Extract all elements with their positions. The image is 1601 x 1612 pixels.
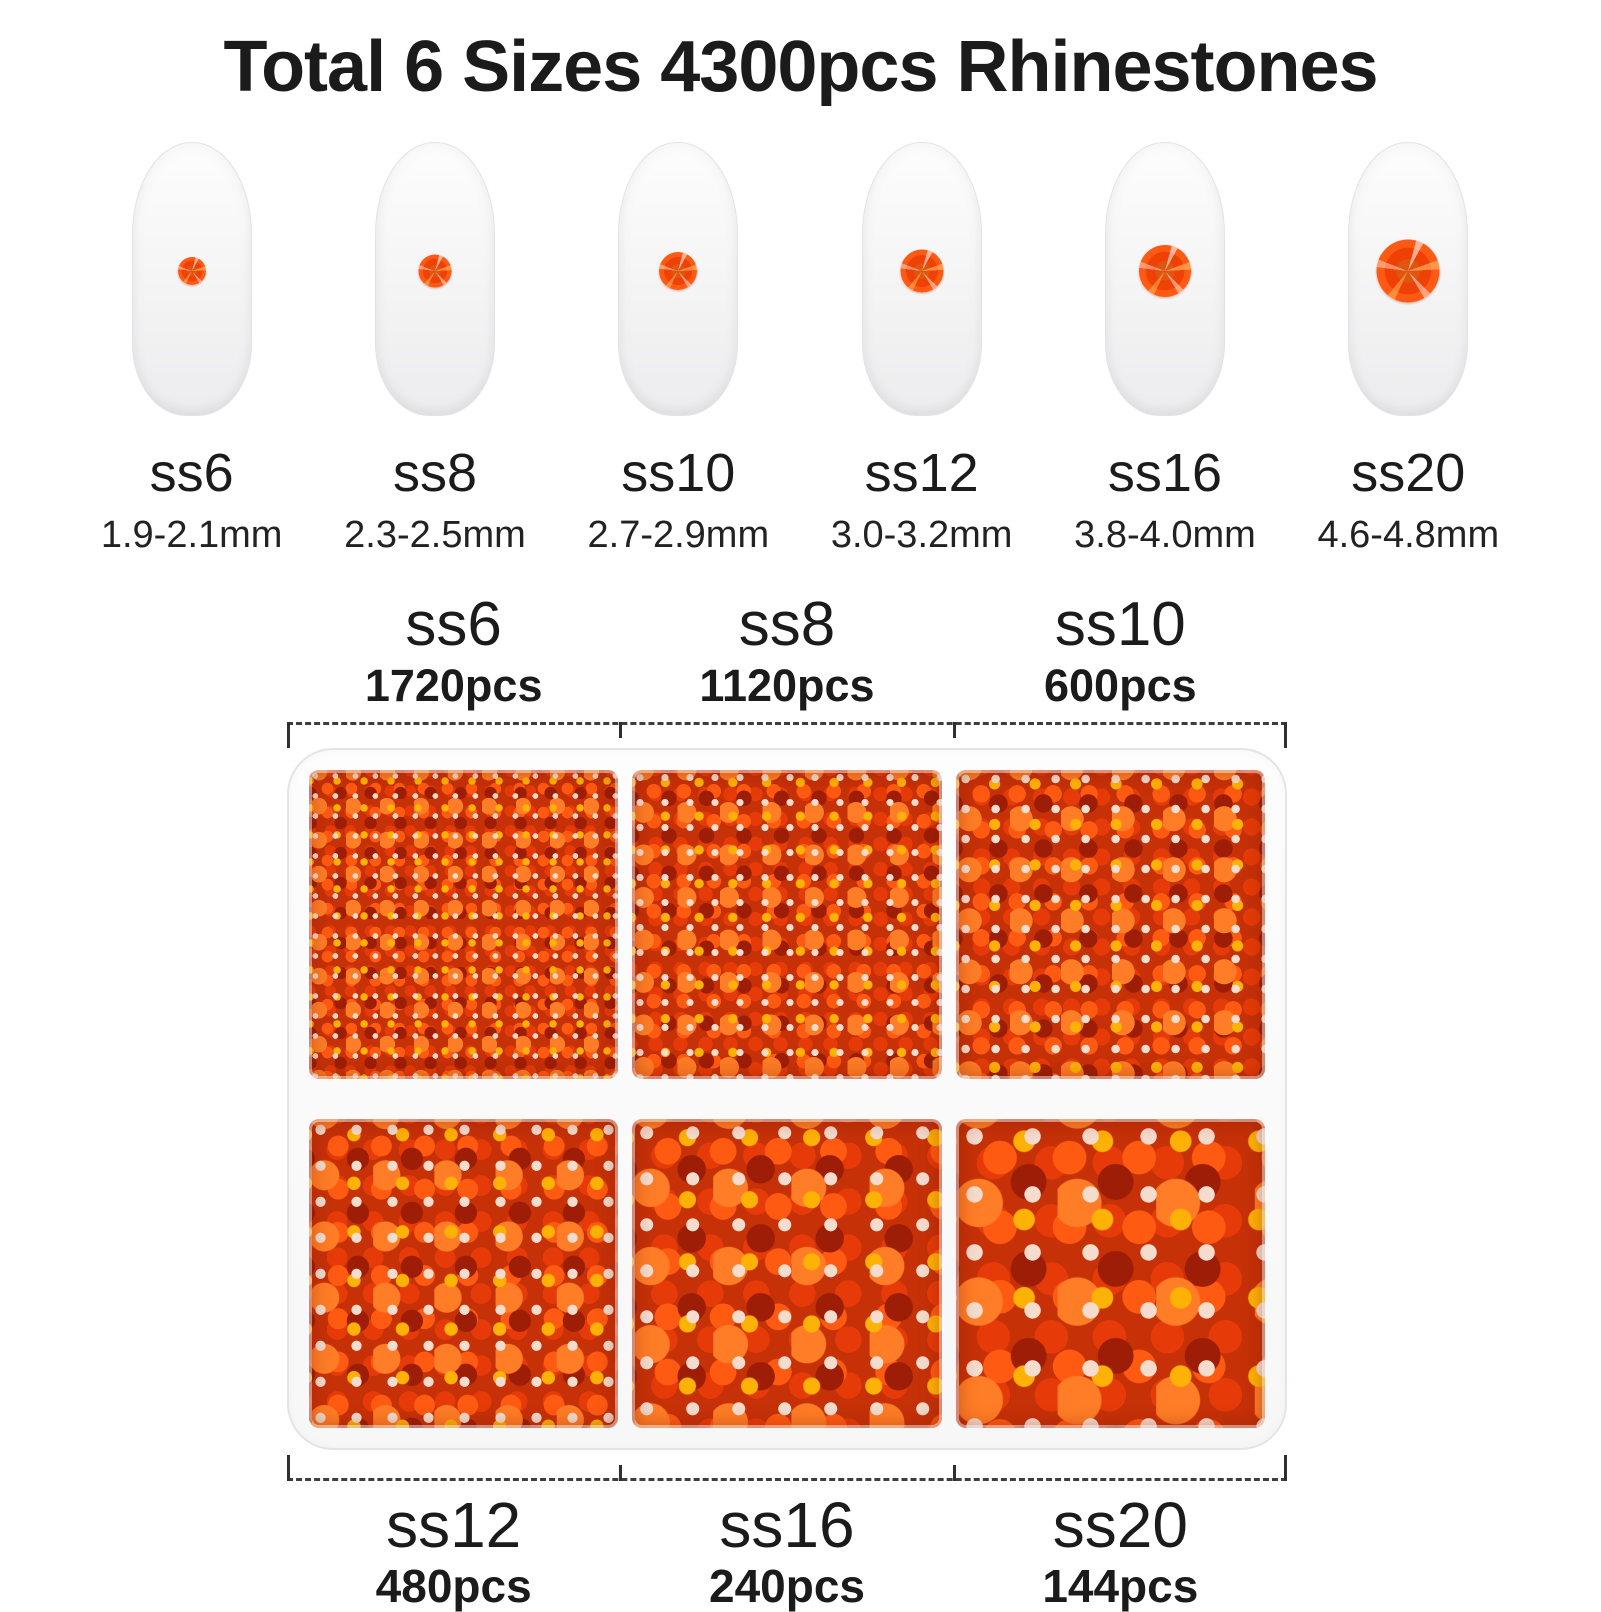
diameter-label: 3.8-4.0mm (1074, 514, 1256, 556)
compartment-count-label: 240pcs (708, 1560, 865, 1612)
size-sample-ss16: ss16 3.8-4.0mm (1047, 142, 1283, 554)
box-label-ss20: ss20 144pcs (954, 1489, 1287, 1612)
size-label: ss20 (1351, 443, 1466, 503)
rhinestone-icon (659, 251, 698, 290)
compartment-ss12 (309, 1119, 619, 1428)
diameter-label: 2.7-2.9mm (587, 514, 770, 556)
nail-tip (374, 142, 495, 416)
size-label: ss10 (621, 443, 736, 503)
bracket-bottom (287, 1452, 1287, 1481)
size-sample-ss20: ss20 4.6-4.8mm (1290, 142, 1526, 554)
compartment-ss6 (309, 770, 619, 1079)
compartment-count-label: 480pcs (375, 1560, 532, 1612)
size-label: ss16 (1107, 443, 1222, 503)
box-bottom-labels: ss12 480pcs ss16 240pcs ss20 144pcs (287, 1489, 1287, 1612)
compartment-size-label: ss10 (1054, 590, 1186, 659)
storage-box (287, 748, 1287, 1450)
nail-tip (618, 142, 739, 416)
rhinestone-icon (1376, 239, 1440, 303)
nail-tip (1348, 142, 1469, 416)
compartment-ss8 (632, 770, 942, 1079)
size-sample-ss10: ss10 2.7-2.9mm (560, 142, 796, 554)
size-sample-ss8: ss8 2.3-2.5mm (317, 142, 553, 554)
box-label-ss16: ss16 240pcs (620, 1489, 953, 1612)
compartment-count-label: 144pcs (1042, 1560, 1199, 1612)
diameter-label: 2.3-2.5mm (344, 514, 526, 556)
size-guide-row: ss6 1.9-2.1mm ss8 2.3-2.5mm ss10 2.7-2.9… (70, 142, 1530, 554)
rhinestone-icon (177, 256, 206, 285)
compartment-count-label: 1120pcs (699, 660, 875, 712)
box-label-ss6: ss6 1720pcs (287, 592, 620, 711)
compartment-count-label: 1720pcs (364, 660, 543, 712)
bracket-tick (619, 722, 623, 738)
bracket-top (287, 722, 1287, 751)
compartment-count-label: 600pcs (1044, 660, 1197, 712)
box-label-ss10: ss10 600pcs (954, 592, 1287, 711)
bracket-tick (619, 1465, 623, 1481)
bracket-tick (952, 1465, 956, 1481)
nail-tip (1104, 142, 1225, 416)
compartment-size-label: ss16 (719, 1489, 855, 1561)
size-label: ss8 (392, 443, 477, 503)
box-top-labels: ss6 1720pcs ss8 1120pcs ss10 600pcs (287, 592, 1287, 711)
box-label-ss8: ss8 1120pcs (620, 592, 953, 711)
rhinestone-icon (418, 254, 452, 288)
bracket-tick (1284, 722, 1287, 748)
compartment-size-label: ss20 (1052, 1489, 1188, 1561)
compartment-size-label: ss6 (405, 590, 502, 659)
bracket-tick (287, 1455, 290, 1481)
bracket-tick (952, 722, 956, 738)
size-sample-ss6: ss6 1.9-2.1mm (74, 142, 310, 554)
page-title: Total 6 Sizes 4300pcs Rhinestones (223, 27, 1378, 107)
diameter-label: 1.9-2.1mm (100, 514, 283, 556)
box-label-ss12: ss12 480pcs (287, 1489, 620, 1612)
size-label: ss12 (864, 443, 979, 503)
compartment-ss20 (955, 1119, 1265, 1428)
bracket-tick (287, 722, 290, 748)
diameter-label: 3.0-3.2mm (830, 514, 1013, 556)
size-sample-ss12: ss12 3.0-3.2mm (804, 142, 1040, 554)
compartment-size-label: ss8 (738, 590, 836, 659)
compartment-ss16 (632, 1119, 942, 1428)
rhinestone-icon (1138, 244, 1191, 297)
bracket-tick (1284, 1455, 1287, 1481)
size-label: ss6 (149, 443, 234, 503)
rhinestone-icon (900, 249, 944, 293)
diameter-label: 4.6-4.8mm (1317, 514, 1500, 556)
nail-tip (131, 142, 252, 416)
nail-tip (861, 142, 982, 416)
compartment-ss10 (955, 770, 1265, 1079)
compartment-size-label: ss12 (386, 1489, 522, 1561)
